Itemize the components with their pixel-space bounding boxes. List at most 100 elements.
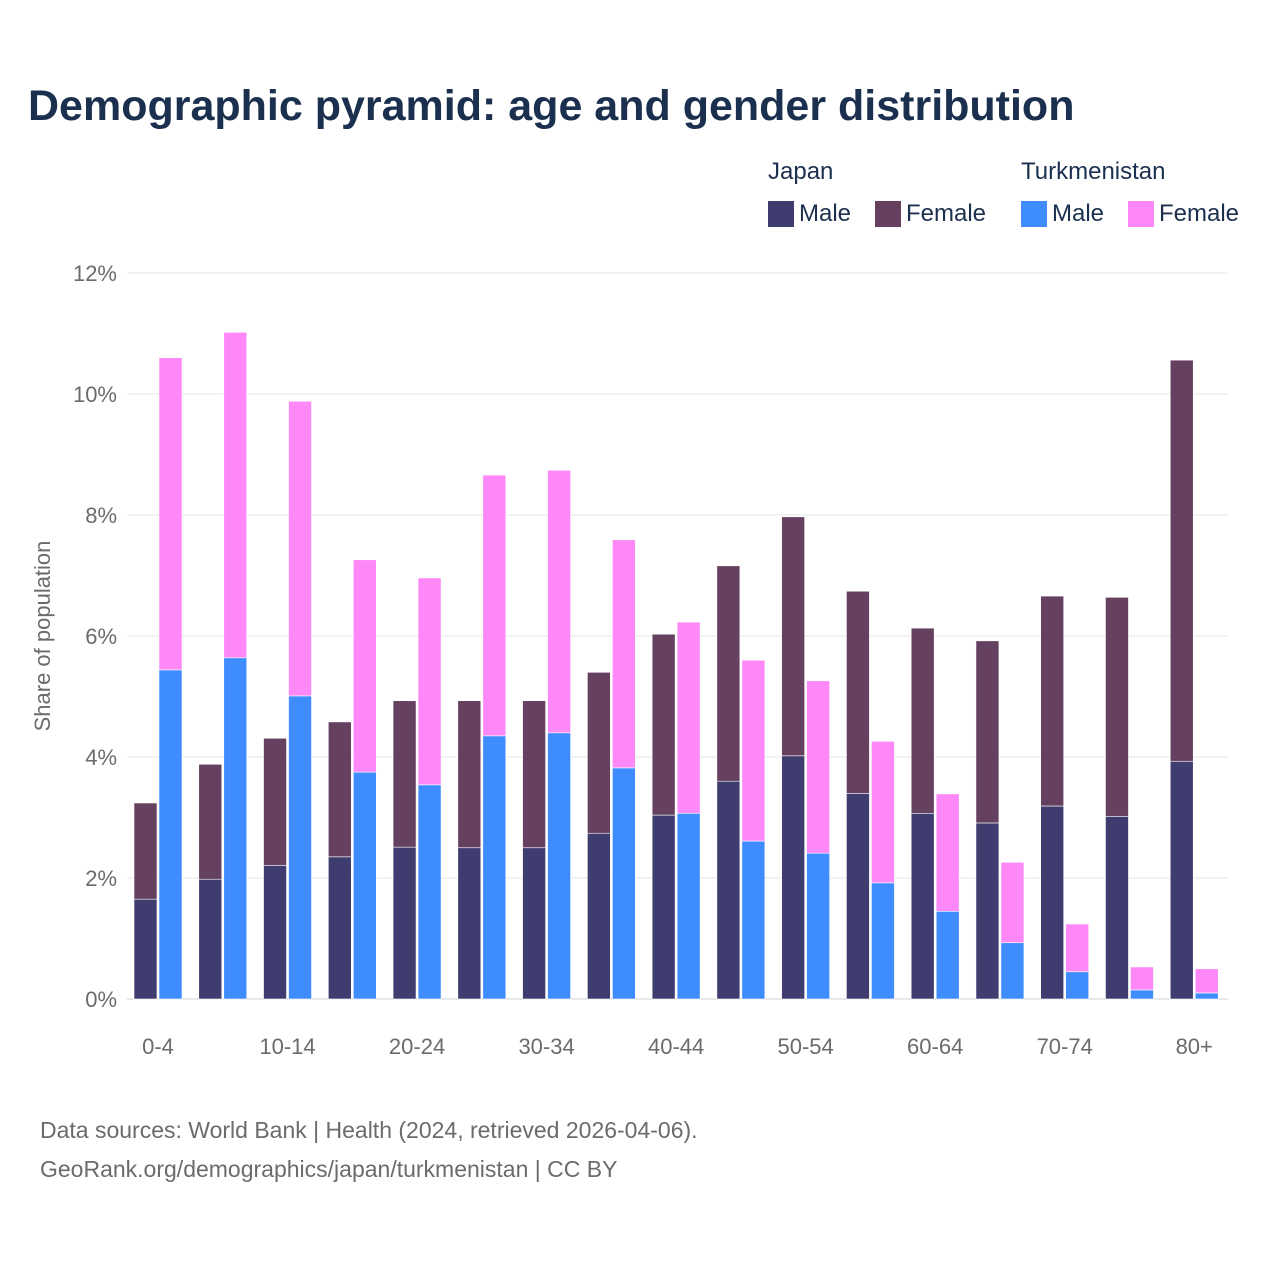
bar-turkmenistan-female-45-49 (741, 659, 766, 842)
legend-group-turkmenistan: Turkmenistan (1021, 158, 1166, 185)
legend-label: Male (1052, 200, 1105, 227)
bar-turkmenistan-female-35-39 (612, 539, 636, 769)
bar-turkmenistan-male-70-74 (1065, 971, 1090, 1000)
bar-turkmenistan-female-50-54 (806, 680, 830, 854)
legend-turkmenistan-female[interactable]: Female (1128, 200, 1239, 228)
bar-japan-female-55-59 (846, 590, 870, 794)
x-tick-label: 70-74 (1037, 1034, 1093, 1059)
y-tick-label: 2% (85, 866, 117, 891)
bar-turkmenistan-male-35-39 (612, 767, 636, 1000)
bar-japan-female-15-19 (327, 721, 352, 858)
bar-japan-female-45-49 (716, 565, 741, 782)
bar-turkmenistan-female-65-69 (1000, 861, 1025, 944)
bar-turkmenistan-female-60-64 (935, 793, 960, 912)
bar-turkmenistan-male-20-24 (417, 784, 442, 1000)
bar-japan-female-10-14 (263, 737, 287, 866)
bar-turkmenistan-male-75-79 (1130, 989, 1154, 1000)
bar-japan-female-75-79 (1105, 596, 1129, 817)
bar-turkmenistan-male-55-59 (871, 882, 895, 1000)
bar-turkmenistan-female-10-14 (288, 400, 312, 697)
y-tick-label: 12% (73, 261, 117, 286)
bar-japan-male-15-19 (327, 856, 352, 1000)
bar-turkmenistan-male-50-54 (806, 852, 830, 1000)
bar-turkmenistan-female-15-19 (352, 559, 377, 773)
bar-turkmenistan-male-15-19 (352, 771, 377, 1000)
legend-swatch (1021, 201, 1047, 227)
bar-japan-female-65-69 (975, 640, 1000, 824)
bar-japan-female-70-74 (1040, 595, 1065, 807)
legend-swatch (1128, 201, 1154, 227)
y-tick-label: 6% (85, 624, 117, 649)
bar-japan-male-5-9 (198, 878, 223, 1000)
bar-turkmenistan-male-0-4 (158, 669, 183, 1000)
x-tick-label: 20-24 (389, 1034, 445, 1059)
bar-japan-female-30-34 (522, 700, 546, 849)
x-tick-label: 60-64 (907, 1034, 963, 1059)
bar-japan-female-20-24 (392, 700, 417, 848)
bar-turkmenistan-female-70-74 (1065, 923, 1090, 973)
legend-swatch (768, 201, 794, 227)
bar-japan-male-45-49 (716, 780, 741, 1000)
legend-turkmenistan-male[interactable]: Male (1021, 200, 1104, 228)
legend-japan-female[interactable]: Female (875, 200, 986, 228)
chart-title: Demographic pyramid: age and gender dist… (28, 82, 1075, 130)
x-tick-label: 50-54 (778, 1034, 834, 1059)
bar-japan-male-50-54 (781, 755, 805, 1000)
bar-turkmenistan-female-20-24 (417, 577, 442, 786)
legend-group-japan: Japan (768, 158, 834, 185)
bar-japan-male-65-69 (975, 822, 1000, 1000)
bar-turkmenistan-female-25-29 (482, 474, 507, 737)
bar-japan-male-75-79 (1105, 815, 1129, 1000)
bar-turkmenistan-female-40-44 (676, 621, 701, 814)
legend-swatch (875, 201, 901, 227)
bar-japan-male-25-29 (457, 847, 482, 1000)
bar-turkmenistan-male-65-69 (1000, 942, 1025, 1000)
bar-japan-male-35-39 (587, 832, 611, 1000)
x-tick-label: 30-34 (518, 1034, 574, 1059)
bar-japan-male-70-74 (1040, 805, 1065, 1000)
legend-label: Female (1159, 200, 1240, 227)
bar-turkmenistan-male-25-29 (482, 735, 507, 1000)
bar-turkmenistan-male-45-49 (741, 840, 766, 1000)
bar-turkmenistan-female-55-59 (871, 740, 895, 884)
bar-japan-female-40-44 (651, 633, 676, 816)
bar-japan-female-50-54 (781, 516, 805, 757)
y-tick-label: 10% (73, 382, 117, 407)
bar-turkmenistan-female-75-79 (1130, 966, 1154, 991)
bar-japan-male-20-24 (392, 846, 417, 1000)
bar-turkmenistan-male-5-9 (223, 657, 248, 1000)
footer-sources: Data sources: World Bank | Health (2024,… (40, 1117, 698, 1143)
y-tick-label: 4% (85, 745, 117, 770)
bar-japan-male-40-44 (651, 814, 676, 1000)
bar-japan-female-0-4 (133, 802, 158, 900)
legend-label: Female (906, 200, 987, 227)
bar-japan-female-25-29 (457, 700, 482, 849)
bar-japan-female-60-64 (910, 627, 935, 814)
y-axis-label: Share of population (30, 541, 55, 732)
x-tick-label: 40-44 (648, 1034, 704, 1059)
bar-turkmenistan-male-30-34 (547, 732, 571, 1000)
bar-japan-male-55-59 (846, 792, 870, 1000)
bar-turkmenistan-female-0-4 (158, 357, 183, 671)
bar-japan-female-35-39 (587, 671, 611, 834)
x-tick-label: 0-4 (142, 1034, 174, 1059)
legend-japan-male[interactable]: Male (768, 200, 851, 228)
legend-label: Male (799, 200, 852, 227)
bar-japan-female-80+ (1169, 359, 1194, 762)
bar-japan-male-80+ (1169, 760, 1194, 1000)
bar-japan-male-10-14 (263, 864, 287, 1000)
footer-attribution[interactable]: GeoRank.org/demographics/japan/turkmenis… (40, 1156, 618, 1182)
bar-japan-male-0-4 (133, 898, 158, 1000)
bar-turkmenistan-male-40-44 (676, 812, 701, 1000)
bar-japan-female-5-9 (198, 763, 223, 880)
bar-turkmenistan-female-5-9 (223, 331, 248, 659)
x-tick-label: 10-14 (259, 1034, 315, 1059)
bar-turkmenistan-female-30-34 (547, 469, 571, 734)
bar-japan-male-30-34 (522, 847, 546, 1000)
y-tick-label: 0% (85, 987, 117, 1012)
bar-turkmenistan-male-60-64 (935, 910, 960, 1000)
y-tick-label: 8% (85, 503, 117, 528)
bar-japan-male-60-64 (910, 812, 935, 1000)
bar-turkmenistan-male-80+ (1194, 992, 1219, 1000)
